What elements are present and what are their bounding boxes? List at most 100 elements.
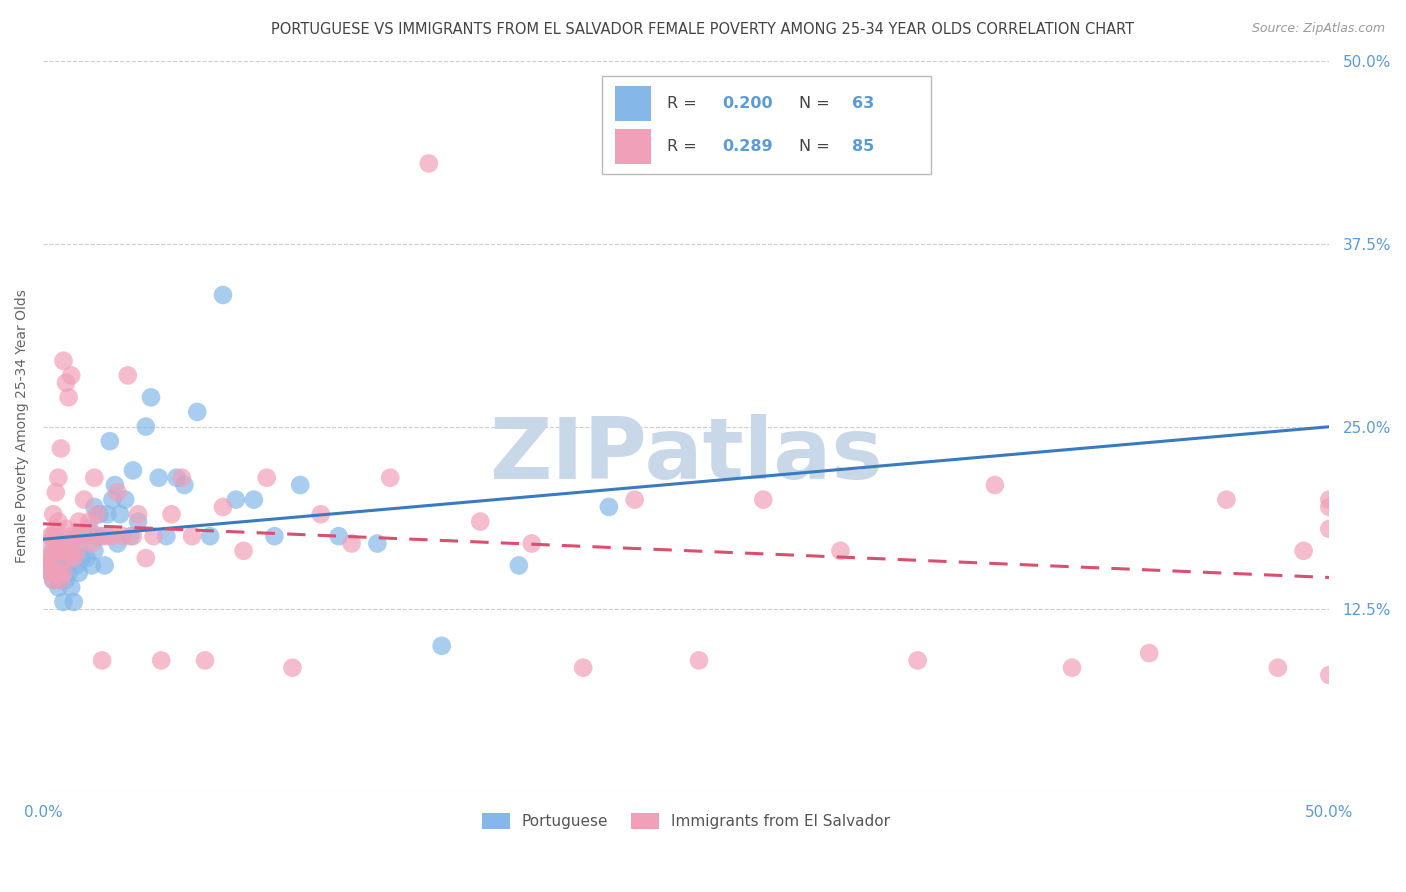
- Point: [39, 551, 62, 566]
- Point: [60, 543, 83, 558]
- Point: [55, 573, 77, 587]
- Point: [98, 434, 121, 449]
- Point: [1267, 661, 1289, 675]
- Point: [309, 508, 332, 522]
- Point: [1317, 500, 1340, 514]
- Point: [73, 492, 96, 507]
- Point: [42, 529, 65, 543]
- Point: [67, 566, 90, 580]
- Point: [1292, 543, 1315, 558]
- Point: [60, 368, 83, 383]
- Point: [46, 471, 69, 485]
- Point: [520, 536, 543, 550]
- Point: [46, 515, 69, 529]
- Point: [70, 529, 93, 543]
- Point: [55, 543, 77, 558]
- Point: [142, 529, 165, 543]
- Point: [186, 405, 208, 419]
- Point: [80, 536, 103, 550]
- Point: [65, 558, 87, 573]
- Point: [83, 471, 105, 485]
- Point: [37, 536, 59, 550]
- Point: [340, 536, 363, 550]
- Point: [49, 442, 72, 456]
- Point: [1215, 492, 1237, 507]
- Bar: [616, 86, 651, 121]
- Point: [62, 551, 84, 566]
- Point: [62, 529, 84, 543]
- Point: [37, 558, 59, 573]
- Point: [42, 543, 65, 558]
- Point: [470, 515, 492, 529]
- Point: [418, 156, 440, 170]
- Point: [93, 558, 115, 573]
- Point: [60, 529, 83, 543]
- Point: [173, 478, 195, 492]
- Point: [127, 508, 149, 522]
- Point: [212, 500, 235, 514]
- Point: [39, 529, 62, 543]
- Point: [46, 543, 69, 558]
- Point: [91, 529, 114, 543]
- Point: [45, 566, 67, 580]
- Point: [39, 566, 62, 580]
- Bar: [616, 129, 651, 164]
- Point: [58, 551, 80, 566]
- Point: [86, 508, 108, 522]
- Point: [598, 500, 620, 514]
- Point: [122, 463, 145, 477]
- Point: [83, 543, 105, 558]
- Point: [1137, 646, 1160, 660]
- Point: [688, 653, 710, 667]
- Text: N =: N =: [799, 139, 835, 154]
- Point: [77, 515, 100, 529]
- Point: [225, 492, 247, 507]
- Point: [55, 536, 77, 550]
- Point: [70, 551, 93, 566]
- Point: [67, 536, 90, 550]
- Point: [73, 529, 96, 543]
- Legend: Portuguese, Immigrants from El Salvador: Portuguese, Immigrants from El Salvador: [477, 807, 896, 836]
- Point: [150, 653, 173, 667]
- Point: [328, 529, 350, 543]
- Point: [58, 390, 80, 404]
- Point: [288, 478, 311, 492]
- Point: [42, 508, 65, 522]
- Point: [120, 529, 142, 543]
- Text: Source: ZipAtlas.com: Source: ZipAtlas.com: [1251, 22, 1385, 36]
- Point: [572, 661, 595, 675]
- Point: [37, 558, 59, 573]
- Point: [52, 558, 75, 573]
- Point: [45, 522, 67, 536]
- Point: [114, 492, 136, 507]
- Point: [107, 536, 129, 550]
- Point: [89, 508, 111, 522]
- Point: [155, 529, 177, 543]
- Point: [52, 536, 75, 550]
- Point: [170, 471, 193, 485]
- Point: [430, 639, 453, 653]
- Point: [107, 485, 129, 500]
- Point: [194, 653, 217, 667]
- Text: N =: N =: [799, 95, 835, 111]
- Point: [58, 536, 80, 550]
- Point: [232, 543, 254, 558]
- Point: [1317, 492, 1340, 507]
- Point: [1317, 522, 1340, 536]
- Text: R =: R =: [666, 139, 702, 154]
- Point: [101, 492, 124, 507]
- Point: [55, 376, 77, 390]
- Point: [62, 551, 84, 566]
- Point: [45, 551, 67, 566]
- Point: [623, 492, 645, 507]
- Point: [60, 580, 83, 594]
- Point: [366, 536, 388, 550]
- Point: [45, 566, 67, 580]
- Point: [212, 288, 235, 302]
- Point: [181, 529, 204, 543]
- Point: [52, 595, 75, 609]
- Text: R =: R =: [666, 95, 702, 111]
- Point: [104, 478, 127, 492]
- Text: PORTUGUESE VS IMMIGRANTS FROM EL SALVADOR FEMALE POVERTY AMONG 25-34 YEAR OLDS C: PORTUGUESE VS IMMIGRANTS FROM EL SALVADO…: [271, 22, 1135, 37]
- Point: [46, 580, 69, 594]
